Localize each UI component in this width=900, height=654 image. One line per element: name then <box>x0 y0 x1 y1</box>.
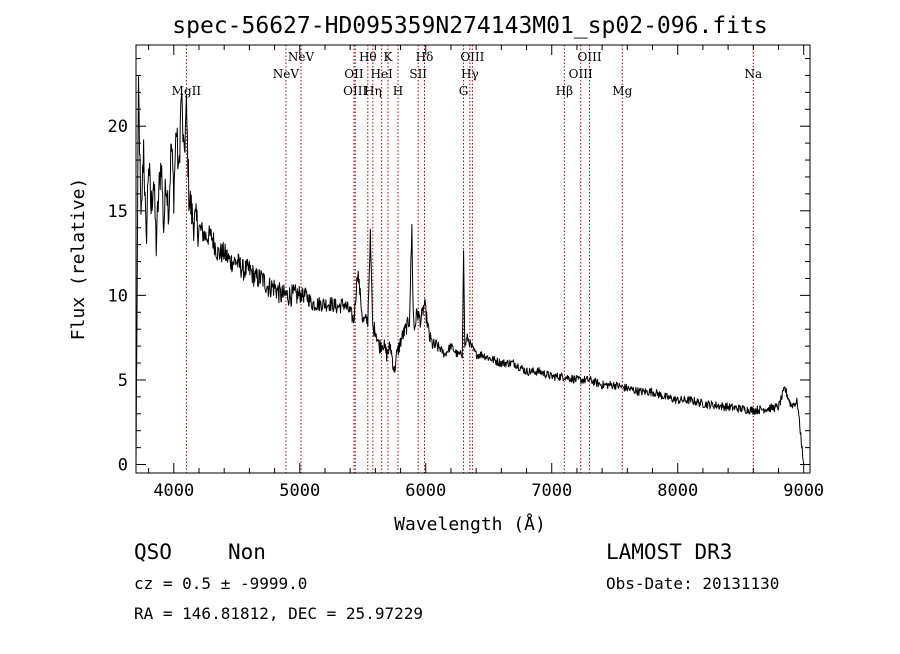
x-tick-label: 4000 <box>153 481 194 501</box>
x-tick-label: 8000 <box>657 481 698 501</box>
y-tick-label: 15 <box>108 202 128 222</box>
x-axis-label: Wavelength (Å) <box>394 513 546 535</box>
y-tick-label: 10 <box>108 286 128 306</box>
x-tick-label: 5000 <box>279 481 320 501</box>
spectrum-series-line <box>135 76 805 465</box>
line-label: H <box>393 84 403 98</box>
line-label: Hγ <box>461 67 479 81</box>
object-subclass: Non <box>228 540 266 564</box>
x-tick-label: 7000 <box>531 481 572 501</box>
y-tick-label: 0 <box>118 456 128 476</box>
object-class: QSO <box>134 540 172 564</box>
coordinates-text: RA = 146.81812, DEC = 25.97229 <box>134 604 423 623</box>
chart-title: spec-56627-HD095359N274143M01_sp02-096.f… <box>172 13 767 39</box>
line-label: NeV <box>273 67 300 81</box>
line-label: Hθ <box>359 50 377 64</box>
survey-label: LAMOST DR3 <box>606 540 732 564</box>
plot-frame <box>135 44 811 474</box>
line-label: HeI <box>371 67 394 81</box>
line-label: Hβ <box>556 84 573 98</box>
line-label-layer: MgII NeV NeV OII OIII Hθ Hη HeI K H SII Hδ G Hγ OIII Hβ… <box>172 50 762 98</box>
line-marker-layer <box>185 45 754 473</box>
line-label: Hδ <box>416 50 434 64</box>
data-layer <box>135 76 805 465</box>
line-label: OIII <box>578 50 602 64</box>
line-label: Mg <box>612 84 632 98</box>
line-label: MgII <box>172 84 202 98</box>
line-label: OIII <box>343 84 367 98</box>
axis-layer: 4000 5000 6000 7000 8000 9000 0 5 10 15 20 <box>108 45 824 501</box>
line-label: Na <box>744 67 762 81</box>
x-tick-label: 6000 <box>405 481 446 501</box>
line-label: Hη <box>364 84 382 98</box>
y-tick-label: 20 <box>108 117 128 137</box>
line-label: NeV <box>288 50 315 64</box>
x-tick-label: 9000 <box>783 481 824 501</box>
redshift-text: cz = 0.5 ± -9999.0 <box>134 574 307 593</box>
line-label: G <box>459 84 469 98</box>
line-label: OIII <box>569 67 593 81</box>
y-axis-label: Flux (relative) <box>68 178 89 341</box>
line-label: OIII <box>460 50 484 64</box>
line-label: K <box>383 50 393 64</box>
line-label: SII <box>409 67 427 81</box>
y-tick-label: 5 <box>118 371 128 391</box>
obs-date-text: Obs-Date: 20131130 <box>606 574 779 593</box>
line-label: OII <box>344 67 364 81</box>
